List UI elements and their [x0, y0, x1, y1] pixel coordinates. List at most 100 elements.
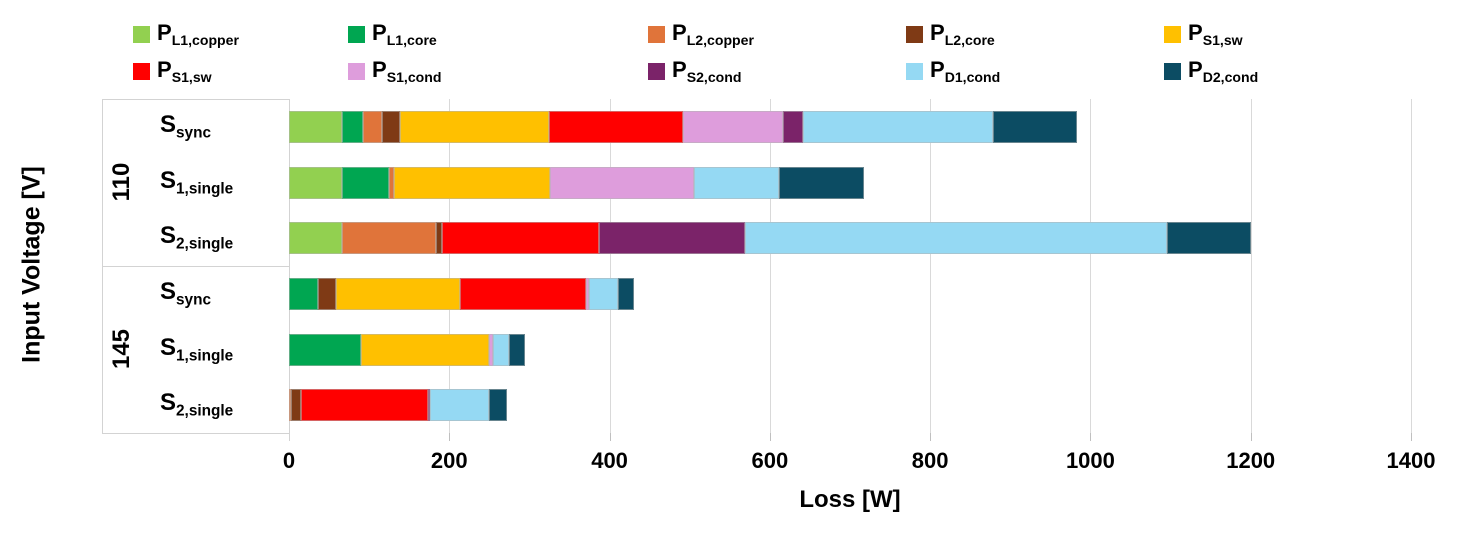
bar-segment-S1,sw: [301, 389, 428, 422]
x-tick-label: 0: [282, 448, 296, 473]
bar-segment-L1,core: [341, 110, 363, 143]
axis-tick: [609, 433, 611, 441]
bar-category-label: S2,single: [160, 390, 233, 424]
stacked-bar: [289, 389, 507, 422]
x-tick-label: 800: [911, 448, 949, 473]
legend-swatch: [906, 26, 923, 43]
label-main: P: [672, 20, 687, 45]
legend-item: PS1,sw: [133, 59, 212, 88]
label-main: P: [157, 20, 172, 45]
bar-segment-D1,cond: [694, 166, 779, 199]
stacked-bar: [289, 110, 1077, 143]
gridline: [930, 99, 932, 433]
axis-tick: [449, 433, 451, 441]
label-main: S: [160, 110, 177, 138]
bar-segment-L2,core: [317, 277, 337, 310]
label-subscript: 2,single: [176, 235, 234, 253]
bar-category-label: Ssync: [160, 277, 211, 313]
bar-segment-L2,copper: [362, 110, 382, 143]
group-label-110: 110: [108, 162, 135, 201]
bar-category-label: S2,single: [160, 223, 233, 257]
gridline: [1090, 99, 1092, 433]
axis-tick: [930, 433, 932, 441]
label-main: P: [1188, 20, 1203, 45]
axis-tick: [1411, 433, 1412, 441]
bar-segment-L1,copper: [289, 166, 342, 199]
legend-swatch: [906, 63, 923, 80]
label-subscript: S1,sw: [171, 68, 212, 85]
label-subscript: sync: [176, 124, 212, 142]
legend-label: PL2,copper: [672, 22, 754, 51]
x-tick-label: 1400: [1386, 448, 1436, 473]
bar-segment-D1,cond: [493, 333, 510, 366]
legend-swatch: [648, 63, 665, 80]
bar-segment-L1,copper: [289, 110, 342, 143]
label-main: S: [160, 166, 177, 194]
bar-segment-L2,core: [291, 389, 301, 422]
bar-segment-L2,core: [381, 110, 400, 143]
bar-category-label: Ssync: [160, 110, 212, 146]
bar-segment-S1,sw: [549, 110, 684, 143]
bar-segment-D1,cond: [588, 277, 619, 310]
label-subscript: S1,sw: [1202, 31, 1243, 48]
label-subscript: L2,copper: [686, 31, 754, 48]
bar-segment-D2,cond: [509, 333, 525, 366]
legend-swatch: [133, 26, 150, 43]
legend-label: PS1,cond: [372, 59, 441, 88]
legend-swatch: [648, 26, 665, 43]
bar-segment-S1,cond: [489, 333, 494, 366]
label-main: S: [160, 277, 177, 305]
bar-segment-L2,copper: [289, 389, 292, 422]
legend-item: PS2,cond: [648, 59, 741, 88]
bar-segment-D1,cond: [745, 222, 1167, 255]
legend-swatch: [133, 63, 150, 80]
bar-segment-L1,copper: [289, 222, 342, 255]
legend-item: PS1,cond: [348, 59, 441, 88]
bar-segment-L1,core: [289, 333, 362, 366]
bar-segment-S1,cond: [550, 166, 695, 199]
label-main: S: [160, 333, 177, 361]
label-subscript: S1,cond: [386, 68, 442, 85]
category-band-border: [102, 266, 289, 267]
legend-label: PS1,sw: [157, 59, 212, 88]
legend-item: PL1,core: [348, 22, 437, 51]
bar-segment-S1,sw: [399, 110, 550, 143]
x-tick-label: 400: [591, 448, 628, 473]
bar-segment-S1,sw: [393, 166, 551, 199]
stacked-bar: [289, 277, 635, 310]
bar-segment-S1,cond: [683, 110, 784, 143]
label-main: P: [372, 57, 387, 82]
stacked-bar: [289, 166, 864, 199]
bar-segment-S1,cond: [585, 277, 589, 310]
bar-category-label: S1,single: [160, 166, 233, 202]
bar-segment-D2,cond: [992, 110, 1077, 143]
label-main: P: [372, 20, 387, 45]
legend-item: PS1,sw: [1164, 22, 1243, 51]
bar-segment-D1,cond: [802, 110, 993, 143]
bar-segment-D2,cond: [778, 166, 864, 199]
label-subscript: S2,cond: [686, 68, 742, 85]
x-axis-title: Loss [W]: [799, 486, 901, 513]
stacked-bar: [289, 222, 1252, 255]
bar-segment-D2,cond: [618, 277, 635, 310]
label-main: P: [930, 57, 945, 82]
legend-item: PD2,cond: [1164, 59, 1258, 88]
bar-segment-S2,cond: [783, 110, 803, 143]
legend-label: PL2,core: [930, 22, 995, 51]
legend-item: PL1,copper: [133, 22, 239, 51]
x-tick-label: 1200: [1226, 448, 1276, 473]
legend-swatch: [1164, 63, 1181, 80]
gridline: [449, 99, 451, 433]
legend-swatch: [348, 26, 365, 43]
gridline: [1250, 99, 1252, 433]
label-subscript: D2,cond: [1202, 68, 1259, 85]
label-main: S: [160, 389, 177, 417]
bar-segment-S1,sw: [460, 277, 586, 310]
label-main: S: [160, 222, 177, 250]
bar-segment-S1,sw: [361, 333, 490, 366]
legend-label: PS2,cond: [672, 59, 741, 88]
bar-segment-L2,copper: [389, 166, 394, 199]
bar-segment-D2,cond: [1166, 222, 1252, 255]
x-tick-label: 1000: [1065, 448, 1115, 473]
